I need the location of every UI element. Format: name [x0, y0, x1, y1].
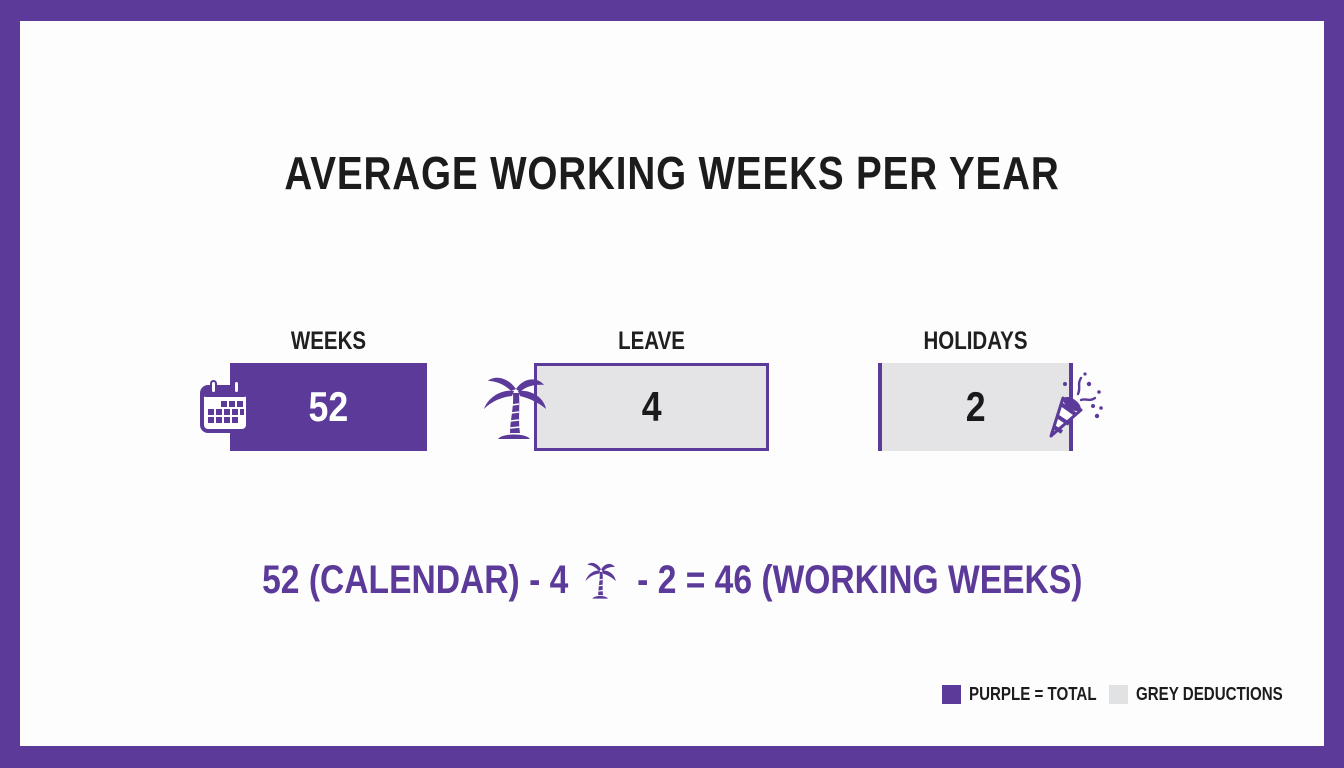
- leave-value: 4: [641, 383, 662, 430]
- weeks-label: WEEKS: [290, 327, 367, 355]
- weeks-card: 52: [230, 363, 427, 451]
- chart-title: AVERAGE WORKING WEEKS PER YEAR: [284, 147, 1060, 199]
- equation: 52 (CALENDAR) - 4 - 2 = 46 (WORKING WEEK…: [0, 556, 1344, 603]
- equation-part1: 52 (CALENDAR) - 4: [261, 557, 569, 602]
- party-popper-icon: [1049, 372, 1103, 438]
- legend: PURPLE = TOTAL GREY DEDUCTIONS: [942, 684, 1311, 704]
- holidays-value: 2: [965, 383, 986, 430]
- leave-label: LEAVE: [618, 327, 685, 355]
- legend-swatch-grey: [1109, 684, 1128, 704]
- legend-label-purple: PURPLE = TOTAL: [969, 683, 1097, 704]
- calendar-icon: [200, 380, 250, 433]
- leave-card: 4: [534, 363, 769, 451]
- equation-part2: - 2 = 46 (WORKING WEEKS): [636, 557, 1083, 602]
- legend-label-grey: GREY DEDUCTIONS: [1136, 683, 1283, 704]
- legend-swatch-purple: [942, 684, 961, 704]
- palm-tree-icon: [484, 377, 546, 439]
- weeks-value: 52: [308, 383, 349, 430]
- holidays-label: HOLIDAYS: [923, 327, 1028, 355]
- palm-tree-icon: [585, 563, 616, 600]
- holidays-card: 2: [878, 363, 1073, 451]
